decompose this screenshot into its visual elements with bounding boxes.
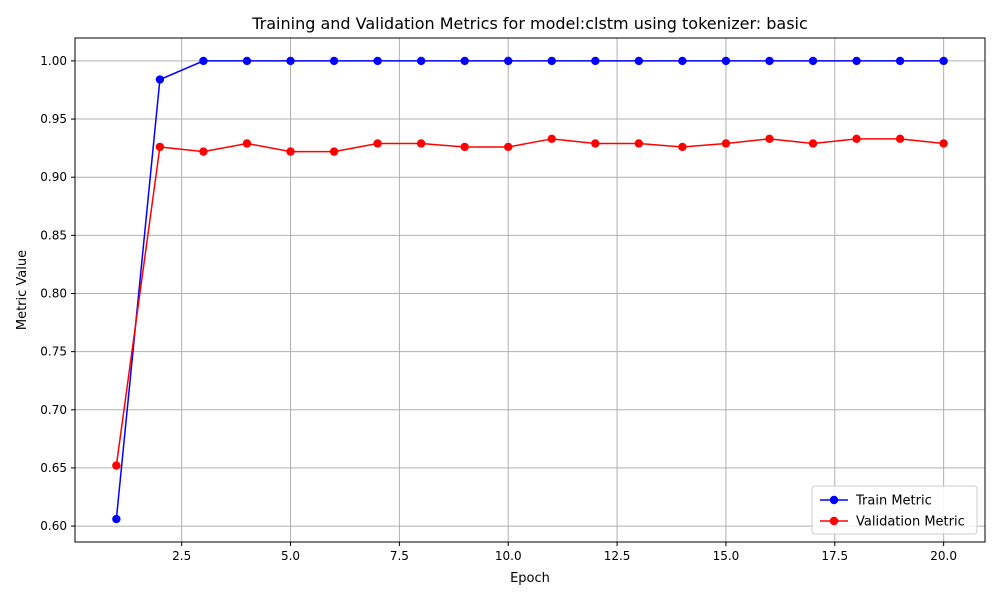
validation-metric-point — [373, 139, 382, 148]
y-tick-label: 0.70 — [40, 403, 67, 417]
train-metric-point — [765, 56, 774, 66]
y-tick-label: 0.90 — [40, 170, 67, 184]
chart-title: Training and Validation Metrics for mode… — [251, 14, 808, 33]
y-axis-label: Metric Value — [15, 250, 30, 330]
train-metric-point — [286, 56, 295, 66]
validation-metric-series — [112, 134, 948, 470]
x-tick-label: 17.5 — [821, 549, 848, 563]
train-metric-point — [678, 56, 687, 66]
y-tick-label: 0.60 — [40, 519, 67, 533]
validation-metric-point — [155, 142, 165, 152]
validation-metric-point — [286, 147, 295, 156]
train-metric-point — [373, 56, 382, 66]
validation-metric-point — [634, 139, 644, 148]
x-tick-label: 20.0 — [930, 549, 957, 563]
validation-metric-point — [591, 139, 600, 148]
validation-metric-point — [112, 461, 121, 470]
validation-metric-point — [329, 147, 339, 156]
validation-metric-point — [808, 139, 818, 148]
train-metric-point — [547, 56, 556, 66]
train-metric-line — [115, 60, 944, 520]
validation-metric-point — [460, 142, 469, 152]
train-metric-point — [591, 56, 600, 66]
validation-metric-point — [852, 134, 861, 144]
train-metric-point — [895, 56, 905, 66]
x-tick-label: 12.5 — [604, 549, 631, 563]
train-metric-point — [852, 56, 861, 66]
train-metric-point — [808, 56, 818, 66]
train-metric-point — [634, 56, 644, 66]
train-metric-point — [939, 56, 948, 66]
legend-box — [811, 485, 978, 535]
grid — [75, 38, 985, 542]
validation-metric-line — [115, 138, 944, 466]
validation-metric-point — [242, 139, 252, 148]
train-metric-point — [329, 56, 339, 66]
y-tick-label: 0.95 — [40, 112, 67, 126]
train-metric-point — [416, 56, 426, 66]
train-metric-series — [112, 56, 948, 524]
x-tick-label: 2.5 — [172, 549, 191, 563]
validation-metric-point — [416, 139, 426, 148]
validation-metric-point — [721, 139, 731, 148]
validation-metric-point — [504, 142, 513, 152]
x-tick-label: 10.0 — [495, 549, 522, 563]
train-metric-legend-marker — [829, 495, 839, 505]
validation-metric-legend-marker — [829, 516, 839, 526]
train-metric-legend-label: Train Metric — [855, 494, 932, 509]
validation-metric-point — [199, 147, 208, 156]
x-tick-label: 7.5 — [390, 549, 409, 563]
x-axis-label: Epoch — [510, 571, 550, 586]
validation-metric-point — [939, 139, 948, 148]
validation-metric-point — [765, 134, 774, 144]
validation-metric-legend-label: Validation Metric — [856, 515, 965, 530]
y-tick-label: 0.75 — [40, 345, 67, 359]
validation-metric-point — [895, 134, 905, 144]
validation-metric-point — [547, 134, 556, 144]
y-tick-label: 1.00 — [40, 54, 67, 68]
train-metric-point — [721, 56, 731, 66]
x-tick-label: 15.0 — [713, 549, 740, 563]
train-metric-point — [112, 514, 121, 524]
x-tick-label: 5.0 — [281, 549, 300, 563]
train-metric-point — [504, 56, 513, 66]
ticks: 2.5 5.0 7.5 10.0 12.5 15.0 17.5 20.0 0.60 0.65 0.7… — [40, 54, 957, 563]
y-tick-label: 0.65 — [40, 461, 67, 475]
legend: Train Metric Validation Metric — [811, 485, 978, 535]
train-metric-point — [460, 56, 469, 66]
y-tick-label: 0.80 — [40, 286, 67, 300]
train-metric-point — [155, 75, 165, 84]
train-metric-point — [199, 56, 208, 66]
train-metric-point — [242, 56, 252, 66]
plot-frame — [74, 37, 986, 543]
validation-metric-point — [678, 142, 687, 152]
series-layer — [112, 56, 948, 524]
y-tick-label: 0.85 — [40, 228, 67, 242]
